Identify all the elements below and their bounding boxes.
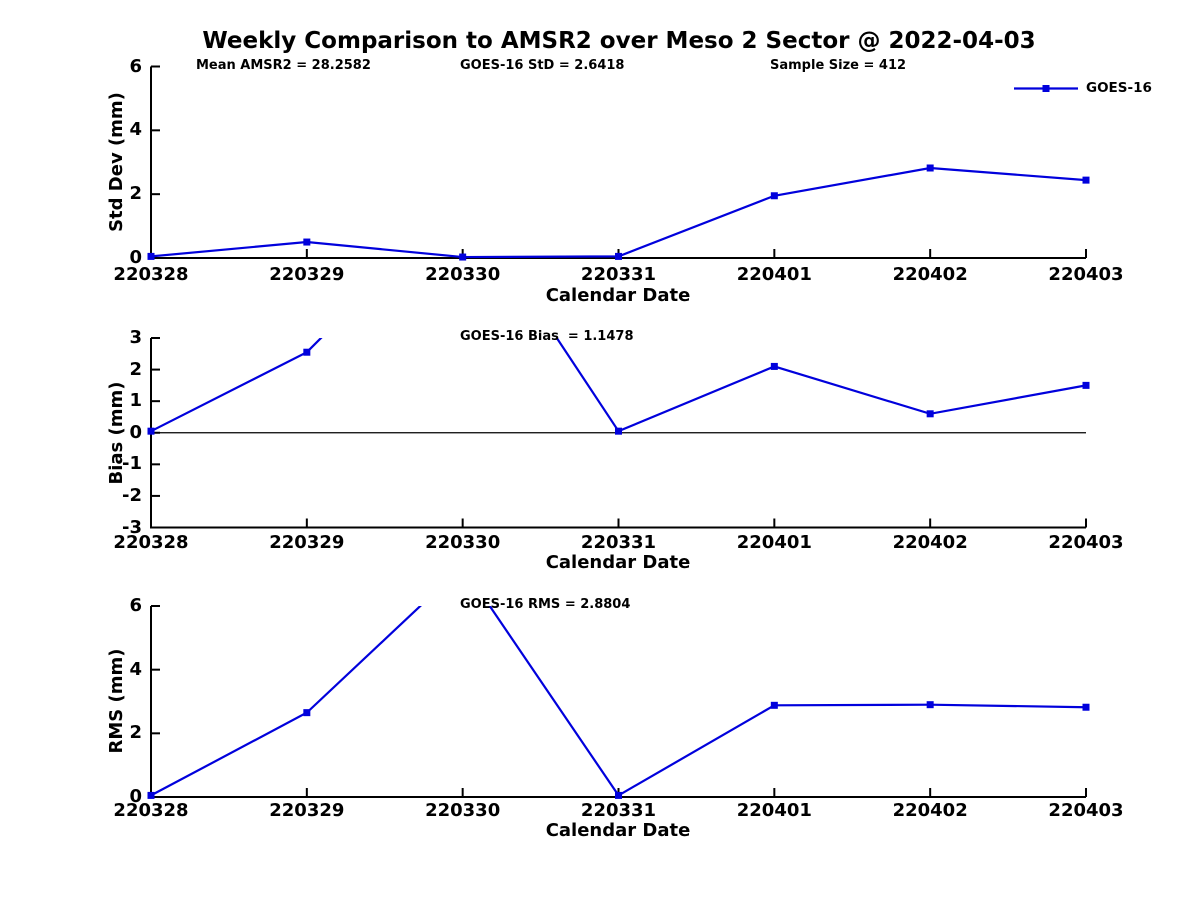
data-marker bbox=[615, 427, 622, 435]
data-marker bbox=[926, 164, 934, 172]
data-marker bbox=[770, 701, 778, 709]
y-tick-label: -3 bbox=[122, 516, 142, 538]
y-tick-label: 0 bbox=[129, 421, 142, 443]
x-tick-label: 220328 bbox=[113, 800, 189, 821]
subplot-bias bbox=[147, 192, 1090, 529]
subplot-stddev bbox=[147, 65, 1090, 261]
data-marker bbox=[303, 348, 311, 356]
x-tick-label: 220331 bbox=[580, 800, 657, 821]
y-tick-label: 4 bbox=[129, 658, 142, 680]
x-tick-label: 220402 bbox=[892, 532, 968, 553]
data-marker bbox=[615, 791, 622, 799]
annotation-mean-amsr2: Mean AMSR2 = 28.2582 bbox=[196, 58, 371, 73]
annotation-goes16-std: GOES-16 StD = 2.6418 bbox=[460, 58, 625, 73]
x-tick-label: 220403 bbox=[1048, 264, 1124, 285]
y-tick-label: 4 bbox=[129, 119, 142, 141]
x-tick-label: 220330 bbox=[425, 264, 501, 285]
legend-line-sample bbox=[1014, 85, 1078, 92]
data-marker bbox=[303, 709, 311, 717]
chart-title: Weekly Comparison to AMSR2 over Meso 2 S… bbox=[202, 28, 1036, 54]
data-marker bbox=[1082, 176, 1090, 184]
y-tick-label: 0 bbox=[129, 247, 142, 268]
data-marker bbox=[1082, 381, 1090, 389]
x-tick-label: 220330 bbox=[425, 800, 501, 821]
annotation-goes16-bias: GOES-16 Bias = 1.1478 bbox=[460, 329, 634, 344]
y-tick-label: 0 bbox=[129, 786, 142, 807]
x-tick-label: 220401 bbox=[736, 264, 812, 285]
subplot-rms bbox=[147, 563, 1090, 799]
x-tick-label: 220401 bbox=[736, 532, 812, 553]
x-tick-label: 220329 bbox=[269, 532, 345, 553]
x-tick-label: 220331 bbox=[580, 532, 657, 553]
y-tick-label: 3 bbox=[129, 327, 142, 348]
x-tick-label: 220329 bbox=[269, 264, 345, 285]
data-line bbox=[150, 338, 1087, 433]
x-tick-label: 220331 bbox=[580, 264, 657, 285]
annotation-goes16-rms: GOES-16 RMS = 2.8804 bbox=[460, 597, 631, 612]
x-tick-label: 220402 bbox=[892, 800, 968, 821]
x-tick-label: 220328 bbox=[113, 264, 189, 285]
data-marker bbox=[147, 791, 155, 799]
data-marker bbox=[926, 410, 934, 418]
y-tick-label: 6 bbox=[129, 595, 142, 616]
x-axis-label-1: Calendar Date bbox=[545, 285, 691, 306]
axis-spines bbox=[150, 66, 1086, 259]
y-tick-label: 2 bbox=[129, 183, 142, 205]
x-tick-label: 220328 bbox=[113, 532, 189, 553]
data-marker bbox=[770, 362, 778, 370]
y-tick-label: -2 bbox=[122, 484, 142, 506]
annotation-sample-size: Sample Size = 412 bbox=[770, 58, 907, 73]
data-marker bbox=[770, 192, 778, 200]
x-tick-label: 220329 bbox=[269, 800, 345, 821]
series-goes16 bbox=[147, 164, 1090, 261]
data-line bbox=[150, 166, 1087, 259]
x-tick-label: 220403 bbox=[1048, 532, 1124, 553]
x-tick-label: 220330 bbox=[425, 532, 501, 553]
data-marker bbox=[147, 427, 155, 435]
legend: GOES-16 bbox=[1014, 81, 1152, 96]
data-marker bbox=[459, 563, 466, 570]
y-axis-label-stddev: Std Dev (mm) bbox=[106, 92, 127, 232]
y-tick-label: 2 bbox=[129, 722, 142, 744]
data-marker bbox=[926, 701, 934, 709]
series-goes16 bbox=[147, 563, 1090, 799]
data-marker bbox=[1082, 703, 1090, 711]
x-axis-label-3: Calendar Date bbox=[545, 820, 691, 841]
y-tick-label: 6 bbox=[129, 55, 142, 77]
series-goes16 bbox=[147, 192, 1090, 435]
data-marker bbox=[303, 238, 311, 246]
y-tick-label: 2 bbox=[129, 358, 142, 380]
legend-label: GOES-16 bbox=[1086, 79, 1152, 96]
axis-spines bbox=[150, 606, 1086, 798]
x-tick-label: 220402 bbox=[892, 264, 968, 285]
x-tick-label: 220401 bbox=[736, 800, 812, 821]
y-tick-label: 1 bbox=[129, 390, 142, 412]
data-marker bbox=[147, 252, 155, 260]
x-tick-label: 220403 bbox=[1048, 800, 1124, 821]
data-marker bbox=[615, 252, 622, 260]
x-axis-label-2: Calendar Date bbox=[545, 552, 691, 573]
data-marker bbox=[459, 192, 466, 199]
data-marker bbox=[459, 253, 467, 261]
y-tick-label: -1 bbox=[122, 453, 142, 475]
